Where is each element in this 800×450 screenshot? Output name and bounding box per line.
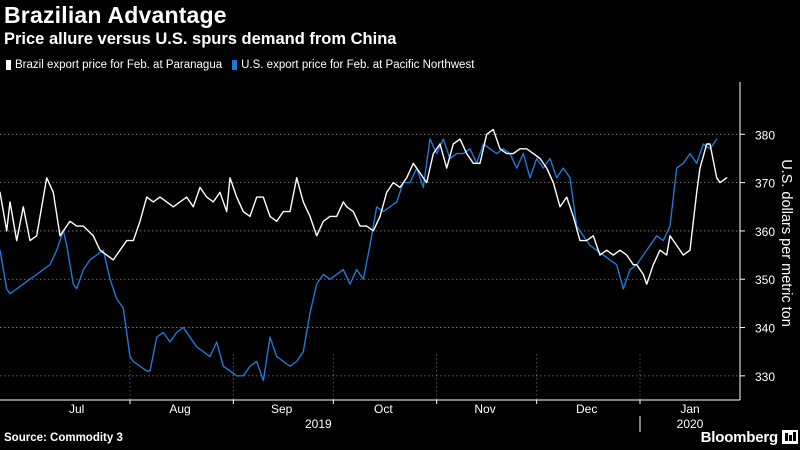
month-separators xyxy=(129,354,641,404)
series-lines xyxy=(0,128,728,382)
series-line-us xyxy=(0,138,718,382)
y-tick-label-350: 350 xyxy=(755,273,775,287)
legend: Brazil export price for Feb. at Paranagu… xyxy=(6,59,484,71)
legend-label-us: U.S. export price for Feb. at Pacific No… xyxy=(241,59,475,71)
y-tick-label-370: 370 xyxy=(755,177,775,191)
x-tick-label-jul: Jul xyxy=(69,402,84,416)
legend-swatch-brazil xyxy=(6,60,11,70)
x-tick-label-aug: Aug xyxy=(169,402,190,416)
legend-swatch-us xyxy=(232,60,238,70)
legend-item-us: U.S. export price for Feb. at Pacific No… xyxy=(232,59,474,71)
year-label-2019: 2019 xyxy=(305,417,332,431)
x-tick-labels: Jul Aug Sep Oct Nov Dec Jan 2019 2020 xyxy=(69,402,704,432)
bloomberg-logo: Bloomberg xyxy=(700,429,779,446)
year-label-2020: 2020 xyxy=(677,417,704,431)
x-tick-label-sep: Sep xyxy=(271,402,293,416)
source-note: Source: Commodity 3 xyxy=(4,432,123,444)
y-tick-label-360: 360 xyxy=(755,225,775,239)
legend-label-brazil: Brazil export price for Feb. at Paranagu… xyxy=(15,59,223,71)
y-tick-label-380: 380 xyxy=(755,128,775,142)
y-axis-label: U.S. dollars per metric ton xyxy=(778,159,794,327)
chart-subtitle: Price allure versus U.S. spurs demand fr… xyxy=(4,30,397,48)
y-tick-label-330: 330 xyxy=(755,370,775,384)
y-tick-labels: 330 340 350 360 370 380 xyxy=(755,128,775,384)
series-line-brazil xyxy=(0,128,728,285)
axes xyxy=(0,82,745,401)
x-tick-label-nov: Nov xyxy=(474,402,495,416)
chart-title: Brazilian Advantage xyxy=(4,2,227,28)
y-tick-label-340: 340 xyxy=(755,322,775,336)
x-tick-label-dec: Dec xyxy=(576,402,597,416)
x-tick-label-jan: Jan xyxy=(680,402,699,416)
bloomberg-mark-icon xyxy=(782,430,798,444)
legend-item-brazil: Brazil export price for Feb. at Paranagu… xyxy=(6,59,222,71)
x-tick-label-oct: Oct xyxy=(374,402,393,416)
grid-lines xyxy=(0,133,740,377)
